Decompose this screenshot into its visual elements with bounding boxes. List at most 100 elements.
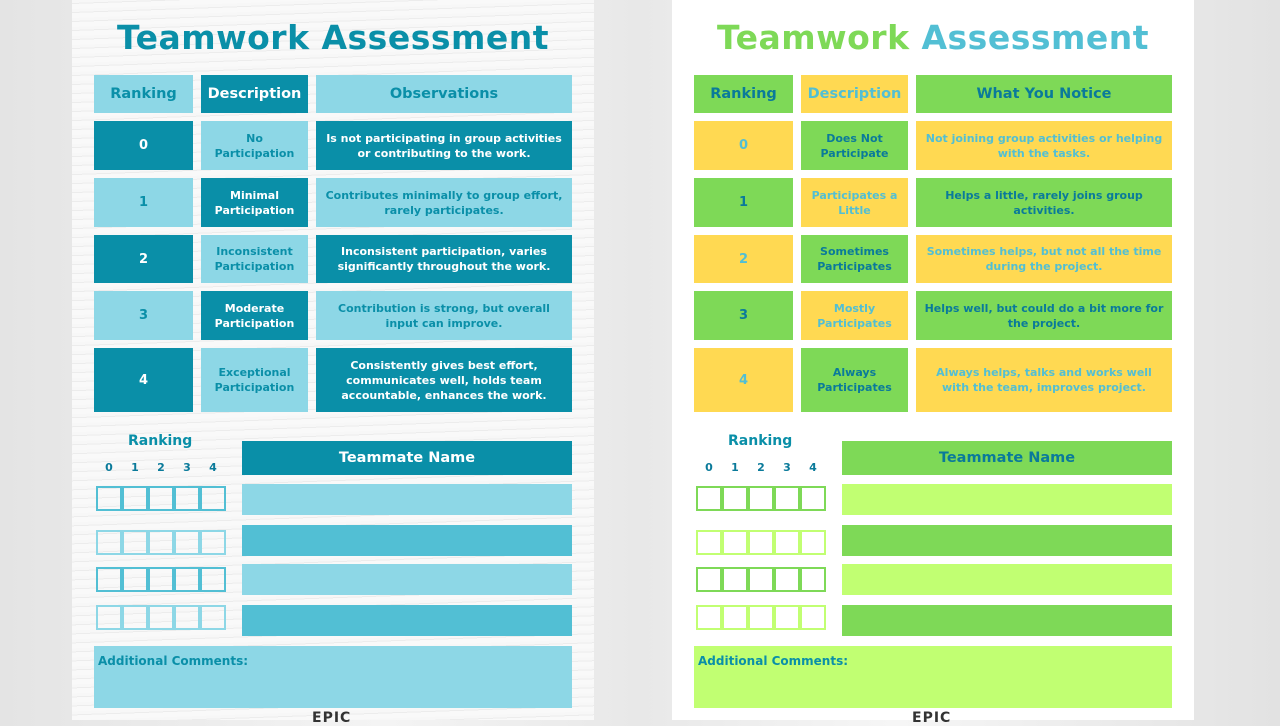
description-cell: Always Participates [801, 348, 908, 412]
header-observations: Observations [316, 75, 572, 113]
additional-comments-field[interactable]: Additional Comments: [94, 646, 572, 708]
ranking-checkbox[interactable] [174, 605, 200, 630]
teammate-name-field[interactable] [242, 605, 572, 636]
ranking-checkbox[interactable] [800, 486, 826, 511]
ranking-checkbox[interactable] [800, 530, 826, 555]
ranking-checkbox[interactable] [148, 530, 174, 555]
ranking-checkbox[interactable] [174, 567, 200, 592]
header-description: Description [201, 75, 308, 113]
teammate-name-field[interactable] [842, 605, 1172, 636]
ranking-digit: 4 [209, 461, 217, 474]
page-title: Teamwork Assessment [72, 18, 594, 57]
ranking-checkbox[interactable] [722, 486, 748, 511]
rank-cell: 1 [694, 178, 793, 227]
ranking-digit: 1 [131, 461, 139, 474]
ranking-checkbox[interactable] [774, 567, 800, 592]
rank-cell: 3 [694, 291, 793, 340]
rank-cell: 0 [94, 121, 193, 170]
ranking-checkbox[interactable] [174, 486, 200, 511]
ranking-checkbox[interactable] [696, 605, 722, 630]
ranking-digit: 1 [731, 461, 739, 474]
ranking-checkbox[interactable] [722, 605, 748, 630]
teammate-name-field[interactable] [242, 484, 572, 515]
ranking-checkbox[interactable] [722, 530, 748, 555]
rank-cell: 2 [694, 235, 793, 283]
ranking-checkbox[interactable] [200, 605, 226, 630]
title-word-1: Teamwork [116, 18, 322, 57]
ranking-checkbox[interactable] [748, 605, 774, 630]
ranking-checkbox[interactable] [800, 567, 826, 592]
teammate-name-field[interactable] [242, 525, 572, 556]
ranking-checkbox[interactable] [696, 486, 722, 511]
ranking-checkbox[interactable] [200, 486, 226, 511]
header-description: Description [801, 75, 908, 113]
ranking-checkbox[interactable] [200, 530, 226, 555]
rank-cell: 1 [94, 178, 193, 227]
ranking-checkbox[interactable] [774, 605, 800, 630]
title-word-2: Assessment [321, 18, 550, 57]
title-word-1: Teamwork [716, 18, 922, 57]
description-cell: Inconsistent Participation [201, 235, 308, 283]
description-cell: Participates a Little [801, 178, 908, 227]
description-cell: Does Not Participate [801, 121, 908, 170]
ranking-digit: 0 [105, 461, 113, 474]
description-cell: Exceptional Participation [201, 348, 308, 412]
observation-cell: Inconsistent participation, varies signi… [316, 235, 572, 283]
ranking-checkbox[interactable] [722, 567, 748, 592]
ranking-checkbox[interactable] [96, 486, 122, 511]
additional-comments-field[interactable]: Additional Comments: [694, 646, 1172, 708]
ranking-label: Ranking [728, 433, 793, 449]
header-ranking: Ranking [694, 75, 793, 113]
ranking-checkbox[interactable] [96, 605, 122, 630]
description-cell: Minimal Participation [201, 178, 308, 227]
observation-cell: Helps well, but could do a bit more for … [916, 291, 1172, 340]
ranking-checkbox[interactable] [174, 530, 200, 555]
ranking-digit: 4 [809, 461, 817, 474]
ranking-checkbox[interactable] [96, 530, 122, 555]
teammate-name-field[interactable] [842, 564, 1172, 595]
ranking-checkbox[interactable] [200, 567, 226, 592]
ranking-checkbox[interactable] [748, 486, 774, 511]
rank-cell: 4 [694, 348, 793, 412]
ranking-checkbox[interactable] [148, 486, 174, 511]
description-cell: Moderate Participation [201, 291, 308, 340]
assessment-sheet-blue: Teamwork Assessment Ranking Description Obs… [72, 0, 594, 726]
teammate-name-field[interactable] [842, 525, 1172, 556]
ranking-checkbox[interactable] [122, 567, 148, 592]
ranking-checkbox[interactable] [696, 530, 722, 555]
ranking-checkbox[interactable] [122, 486, 148, 511]
ranking-checkbox[interactable] [748, 567, 774, 592]
ranking-digit: 0 [705, 461, 713, 474]
teammate-name-field[interactable] [242, 564, 572, 595]
epic-logo: EPIC [912, 710, 952, 726]
header-ranking: Ranking [94, 75, 193, 113]
ranking-checkbox[interactable] [122, 530, 148, 555]
ranking-checkbox[interactable] [148, 605, 174, 630]
observation-cell: Contributes minimally to group effort, r… [316, 178, 572, 227]
ranking-checkbox[interactable] [96, 567, 122, 592]
teammate-name-field[interactable] [842, 484, 1172, 515]
description-cell: No Participation [201, 121, 308, 170]
rank-cell: 3 [94, 291, 193, 340]
ranking-checkbox[interactable] [748, 530, 774, 555]
observation-cell: Helps a little, rarely joins group activ… [916, 178, 1172, 227]
teammate-name-header: Teammate Name [242, 441, 572, 475]
ranking-checkbox[interactable] [774, 486, 800, 511]
ranking-checkbox[interactable] [122, 605, 148, 630]
description-cell: Sometimes Participates [801, 235, 908, 283]
observation-cell: Always helps, talks and works well with … [916, 348, 1172, 412]
ranking-checkbox[interactable] [148, 567, 174, 592]
ranking-checkbox[interactable] [696, 567, 722, 592]
description-cell: Mostly Participates [801, 291, 908, 340]
observation-cell: Sometimes helps, but not all the time du… [916, 235, 1172, 283]
ranking-checkbox[interactable] [774, 530, 800, 555]
observation-cell: Not joining group activities or helping … [916, 121, 1172, 170]
ranking-digit: 3 [783, 461, 791, 474]
rank-cell: 2 [94, 235, 193, 283]
observation-cell: Is not participating in group activities… [316, 121, 572, 170]
observation-cell: Consistently gives best effort, communic… [316, 348, 572, 412]
ranking-checkbox[interactable] [800, 605, 826, 630]
rank-cell: 4 [94, 348, 193, 412]
rank-cell: 0 [694, 121, 793, 170]
ranking-digit: 3 [183, 461, 191, 474]
